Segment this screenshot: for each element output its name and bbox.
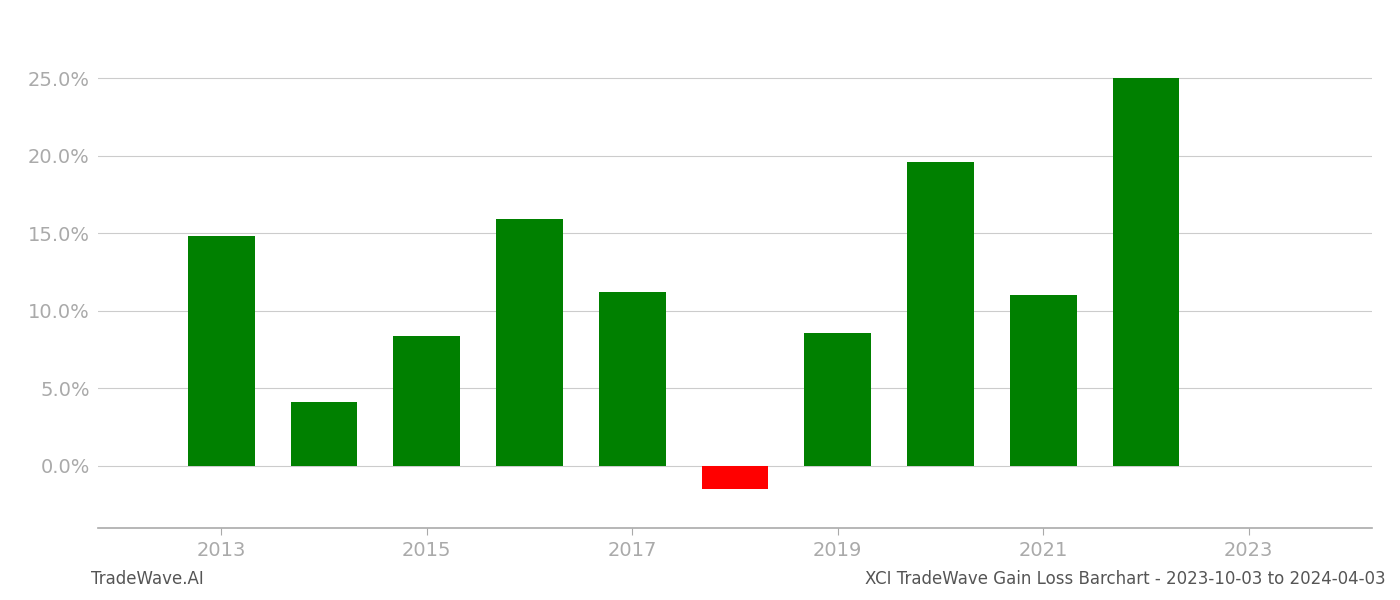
- Bar: [907, 162, 974, 466]
- Bar: [599, 292, 665, 466]
- Bar: [393, 336, 461, 466]
- Bar: [1113, 78, 1179, 466]
- Bar: [496, 220, 563, 466]
- Text: TradeWave.AI: TradeWave.AI: [91, 570, 204, 588]
- Bar: [701, 466, 769, 489]
- Bar: [291, 403, 357, 466]
- Bar: [805, 332, 871, 466]
- Bar: [1009, 295, 1077, 466]
- Text: XCI TradeWave Gain Loss Barchart - 2023-10-03 to 2024-04-03: XCI TradeWave Gain Loss Barchart - 2023-…: [865, 570, 1386, 588]
- Bar: [188, 236, 255, 466]
